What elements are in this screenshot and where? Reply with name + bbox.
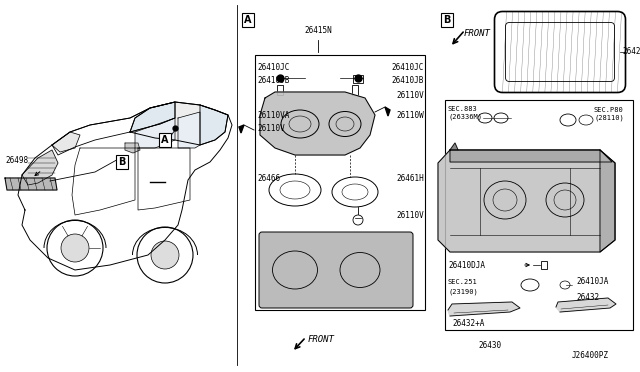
Bar: [541, 261, 547, 269]
Polygon shape: [52, 132, 80, 152]
Text: 26430: 26430: [479, 340, 502, 350]
Bar: [255, 55, 425, 310]
Text: 26432: 26432: [576, 294, 599, 302]
Polygon shape: [200, 105, 228, 145]
Text: 26461H: 26461H: [396, 174, 424, 183]
Text: 26110V: 26110V: [257, 124, 285, 133]
Polygon shape: [22, 150, 58, 185]
Text: FRONT: FRONT: [464, 29, 491, 38]
Text: SEC.P80: SEC.P80: [594, 107, 624, 113]
Polygon shape: [130, 102, 228, 145]
Polygon shape: [450, 150, 612, 162]
Text: SEC.251: SEC.251: [448, 279, 477, 285]
Text: J26400PZ: J26400PZ: [572, 350, 609, 359]
Polygon shape: [448, 302, 520, 316]
Text: 26410JC: 26410JC: [257, 63, 289, 72]
Polygon shape: [125, 143, 140, 153]
Text: A: A: [161, 135, 169, 145]
Text: B: B: [444, 15, 451, 25]
Text: (23190): (23190): [448, 289, 477, 295]
Text: 26410JC: 26410JC: [392, 63, 424, 72]
Text: 26110V: 26110V: [396, 91, 424, 100]
Polygon shape: [600, 150, 615, 252]
Text: 26415N: 26415N: [304, 26, 332, 35]
FancyBboxPatch shape: [259, 232, 413, 308]
Circle shape: [151, 241, 179, 269]
Bar: [353, 75, 363, 83]
Polygon shape: [239, 125, 244, 133]
Text: 26110W: 26110W: [396, 111, 424, 120]
Text: 26428: 26428: [622, 48, 640, 57]
Text: 26410JB: 26410JB: [392, 76, 424, 85]
Bar: [445, 100, 633, 330]
Polygon shape: [438, 150, 615, 252]
Bar: [352, 85, 358, 95]
Text: 26410JA: 26410JA: [576, 278, 609, 286]
Text: (26336M): (26336M): [448, 113, 482, 120]
Text: (28110): (28110): [594, 115, 624, 121]
Text: FRONT: FRONT: [308, 336, 335, 344]
Circle shape: [61, 234, 89, 262]
Polygon shape: [450, 143, 458, 150]
Polygon shape: [135, 118, 175, 148]
Polygon shape: [556, 298, 616, 312]
Polygon shape: [130, 102, 175, 132]
Text: SEC.883: SEC.883: [448, 106, 477, 112]
Text: 26110VA: 26110VA: [257, 111, 289, 120]
Text: 26498: 26498: [5, 156, 28, 165]
Polygon shape: [260, 92, 375, 155]
Polygon shape: [5, 178, 57, 190]
Polygon shape: [385, 107, 390, 116]
Text: B: B: [118, 157, 125, 167]
Polygon shape: [178, 112, 200, 148]
Bar: [277, 85, 283, 95]
Text: 26432+A: 26432+A: [452, 320, 484, 328]
Text: A: A: [244, 15, 252, 25]
Text: 26110V: 26110V: [396, 211, 424, 220]
Text: 26410JB: 26410JB: [257, 76, 289, 85]
Text: 26410DJA: 26410DJA: [448, 260, 485, 269]
Text: 26466: 26466: [257, 174, 280, 183]
